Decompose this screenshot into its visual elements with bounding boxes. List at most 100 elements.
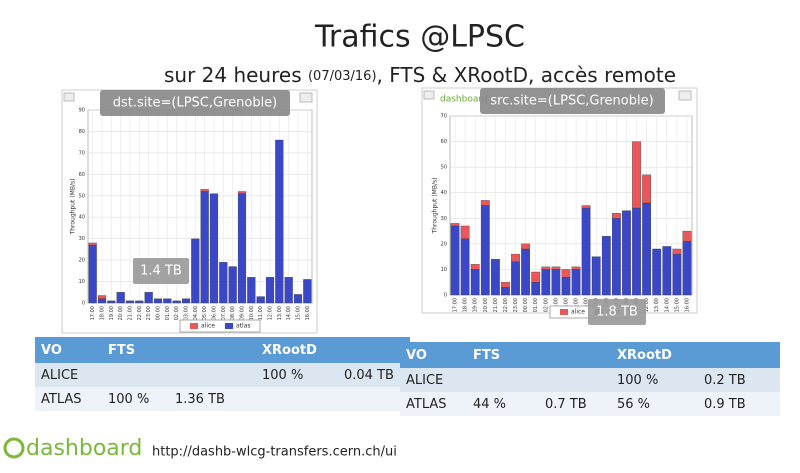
x-tick-label: 21:00 [128, 306, 134, 320]
bar-segment [470, 269, 480, 296]
bar-segment [470, 264, 480, 270]
bar-segment [450, 225, 460, 296]
y-tick-label: 30 [441, 216, 447, 222]
legend-box [179, 319, 261, 333]
table-cell [256, 387, 338, 411]
total-badge [588, 299, 646, 325]
x-tick-label: 00:00 [523, 298, 529, 312]
table-cell: 44 % [467, 392, 539, 416]
tool-button[interactable] [423, 90, 435, 100]
bar-segment [611, 213, 621, 219]
table-cell: FTS [467, 342, 611, 368]
x-tick-label: 06:00 [584, 298, 590, 312]
table-row: ALICE 100 % 0.2 TB [400, 368, 780, 392]
table-cell: 100 % [102, 387, 169, 411]
x-tick-label: 15:00 [296, 306, 302, 320]
plot-area [449, 115, 693, 296]
menu-button[interactable] [678, 90, 692, 101]
bar-segment [284, 277, 293, 304]
bar-segment [501, 287, 510, 296]
x-tick-label: 01:00 [533, 298, 539, 312]
table-cell: VO [400, 342, 467, 368]
bar-segment [181, 298, 191, 304]
filter-badge [480, 88, 665, 114]
bar-segment [125, 300, 135, 304]
summary-table: VO FTS XRootD ALICE 100 % 0.2 TB ATLAS 44 % 0.7 … [400, 342, 780, 416]
bar-segment [511, 253, 520, 262]
bar-segment [682, 230, 692, 242]
x-tick-label: 19:00 [109, 306, 115, 320]
table-cell [539, 368, 611, 392]
x-tick-label: 03:00 [184, 306, 190, 320]
footer-url: http://dashb-wlcg-transfers.cern.ch/ui [152, 445, 397, 460]
total-text: 1.4 TB [140, 264, 182, 279]
subtitle-main: sur 24 heures [164, 63, 308, 87]
y-tick-label: 70 [441, 114, 447, 120]
y-tick-label: 10 [441, 267, 447, 273]
bar-segment [541, 266, 551, 270]
bar-segment [632, 141, 641, 209]
bar-segment [561, 269, 571, 278]
legend-label: alice [201, 323, 215, 330]
x-tick-label: 07:00 [221, 306, 227, 320]
y-axis-label: Throughput (MB/s) [70, 179, 77, 236]
bar-segment [172, 300, 181, 304]
x-tick-label: 14:00 [664, 298, 670, 312]
table-cell: FTS [102, 337, 256, 363]
y-tick-label: 10 [79, 279, 85, 285]
y-tick-label: 20 [441, 241, 447, 247]
table-cell: ALICE [400, 368, 467, 392]
x-tick-label: 21:00 [493, 298, 499, 312]
table-cell: ATLAS [35, 387, 102, 411]
slide-subtitle: sur 24 heures (07/03/16), FTS & XRootD, … [164, 63, 676, 87]
x-tick-label: 20:00 [483, 298, 489, 312]
table-row: ALICE 100 % 0.04 TB [35, 363, 410, 387]
table-cell: 0.9 TB [698, 392, 780, 416]
x-tick-label: 23:00 [513, 298, 519, 312]
legend-swatch [225, 323, 233, 329]
table-cell: 56 % [611, 392, 698, 416]
bar-segment [97, 298, 107, 304]
mini-logo: dashboard [440, 95, 488, 105]
table-cell: XRootD [611, 342, 780, 368]
x-tick-label: 03:00 [553, 298, 559, 312]
header-row: VO FTS XRootD [400, 342, 780, 368]
y-tick-label: 40 [441, 190, 447, 196]
legend-swatch [560, 309, 568, 315]
bar-segment [135, 300, 144, 304]
x-tick-label: 13:00 [277, 306, 283, 320]
bar-segment [531, 271, 541, 283]
bar-segment [480, 200, 490, 206]
summary-table: VO FTS XRootD ALICE 100 % 0.04 TB ATLAS 100 % 1.… [35, 337, 410, 411]
bar-segment [88, 244, 97, 304]
total-text: 1.8 TB [596, 305, 638, 320]
bar-segment [191, 238, 200, 304]
bar-segment [107, 300, 116, 304]
bar-segment [601, 236, 611, 296]
bar-segment [209, 193, 219, 304]
x-tick-label: 05:00 [202, 306, 208, 320]
header-row: VO FTS XRootD [35, 337, 410, 363]
bar-segment [541, 269, 551, 296]
bar-segment [275, 139, 284, 304]
x-tick-label: 12:00 [644, 298, 650, 312]
bar-segment [265, 277, 275, 304]
table-cell: XRootD [256, 337, 410, 363]
table-cell: ATLAS [400, 392, 467, 416]
slide-title: Trafics @LPSC [314, 20, 525, 55]
y-tick-label: 70 [79, 150, 85, 156]
x-tick-label: 22:00 [503, 298, 509, 312]
bar-segment [450, 223, 460, 227]
bar-segment [672, 253, 682, 296]
bar-segment [662, 246, 672, 296]
bar-segment [228, 266, 237, 304]
x-tick-label: 04:00 [193, 306, 199, 320]
menu-button[interactable] [299, 92, 313, 103]
bar-segment [247, 277, 256, 304]
x-tick-label: 04:00 [563, 298, 569, 312]
y-tick-label: 50 [441, 165, 447, 171]
tool-button[interactable] [63, 92, 75, 102]
x-tick-label: 19:00 [473, 298, 479, 312]
